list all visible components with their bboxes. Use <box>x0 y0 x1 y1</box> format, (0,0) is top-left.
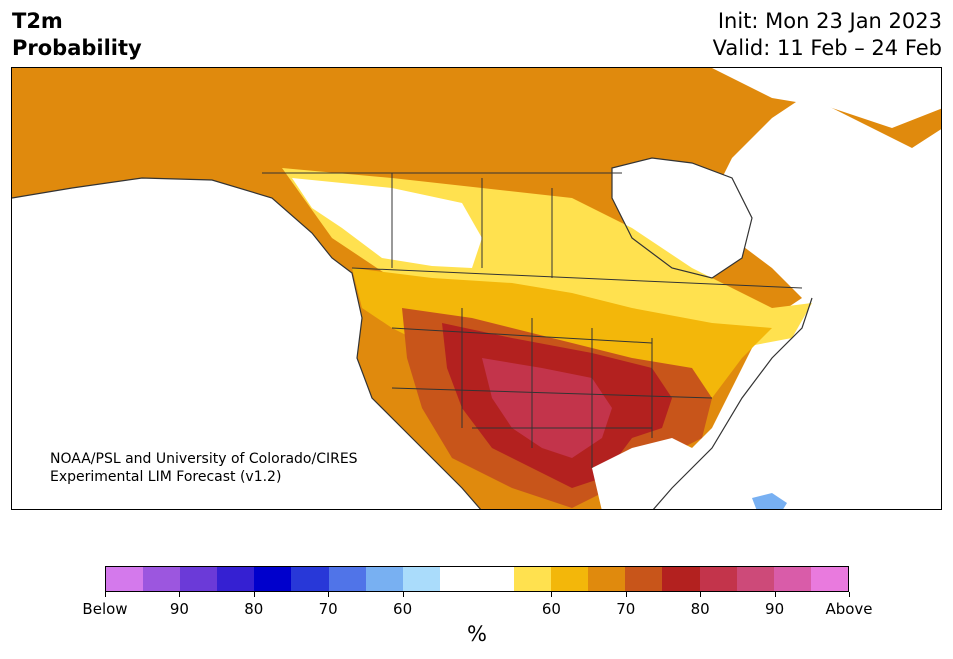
colorbar-tick-mark <box>625 592 627 597</box>
colorbar-swatch <box>402 567 440 591</box>
political-borders <box>262 172 803 468</box>
colorbar-tick-mark <box>328 592 330 597</box>
valid-dates: Valid: 11 Feb – 24 Feb <box>712 36 942 60</box>
colorbar-tick-label: 80 <box>244 600 264 618</box>
colorbar-tick-mark <box>253 592 255 597</box>
forecast-dates: Init: Mon 23 Jan 2023 Valid: 11 Feb – 24… <box>713 8 942 62</box>
colorbar-swatch <box>588 567 626 591</box>
colorbar-swatch <box>551 567 589 591</box>
coastlines <box>12 157 813 509</box>
colorbar-swatch <box>180 567 218 591</box>
title-line-2: Probability <box>12 36 142 60</box>
neutral-canada <box>292 178 482 268</box>
credit-text: NOAA/PSL and University of Colorado/CIRE… <box>50 450 358 486</box>
colorbar <box>105 566 849 592</box>
colorbar-tick-label: 60 <box>541 600 561 618</box>
colorbar-swatch <box>773 567 811 591</box>
colorbar-swatch <box>736 567 774 591</box>
colorbar-tick-label: 60 <box>393 600 413 618</box>
credit-line-2: Experimental LIM Forecast (v1.2) <box>50 469 282 485</box>
blue-patch <box>752 493 787 509</box>
colorbar-swatch <box>328 567 366 591</box>
colorbar-tick-label: 70 <box>616 600 636 618</box>
colorbar-swatch <box>476 567 515 591</box>
colorbar-tick-label: 90 <box>765 600 785 618</box>
colorbar-swatch <box>625 567 663 591</box>
colorbar-tick-label: 70 <box>318 600 338 618</box>
init-date: Init: Mon 23 Jan 2023 <box>717 9 942 33</box>
arctic-white <box>712 68 941 128</box>
colorbar-tick-mark <box>700 592 702 597</box>
crimson-core <box>482 358 612 458</box>
gulf-of-mexico <box>592 438 712 509</box>
colorbar-tick-mark <box>774 592 776 597</box>
colorbar-tick-mark <box>402 592 404 597</box>
pacific-ocean <box>12 178 481 509</box>
chart-title: T2m Probability <box>12 8 142 62</box>
colorbar-unit-label: % <box>467 622 487 646</box>
colorbar-swatch <box>291 567 329 591</box>
colorbar-swatch <box>106 567 144 591</box>
colorbar-swatch <box>514 567 552 591</box>
map-svg <box>12 68 941 509</box>
colorbar-swatch <box>217 567 255 591</box>
colorbar-tick-label: 80 <box>690 600 710 618</box>
colorbar-tick-mark <box>849 592 850 597</box>
colorbar-swatch <box>699 567 737 591</box>
colorbar-tick-label: Above <box>825 600 873 618</box>
title-line-1: T2m <box>12 9 63 33</box>
atlantic-ocean <box>635 258 941 509</box>
colorbar-tick-label: 90 <box>169 600 189 618</box>
colorbar-swatch <box>365 567 403 591</box>
colorbar-tick-label: Below <box>82 600 128 618</box>
colorbar-tick-mark <box>179 592 181 597</box>
credit-line-1: NOAA/PSL and University of Colorado/CIRE… <box>50 451 358 467</box>
colorbar-tick-mark <box>551 592 553 597</box>
map-panel: NOAA/PSL and University of Colorado/CIRE… <box>11 67 942 510</box>
colorbar-swatch <box>254 567 292 591</box>
colorbar-swatch <box>662 567 700 591</box>
colorbar-swatch <box>143 567 181 591</box>
colorbar-swatch <box>439 567 477 591</box>
colorbar-tick-mark <box>105 592 106 597</box>
colorbar-swatch <box>810 567 848 591</box>
